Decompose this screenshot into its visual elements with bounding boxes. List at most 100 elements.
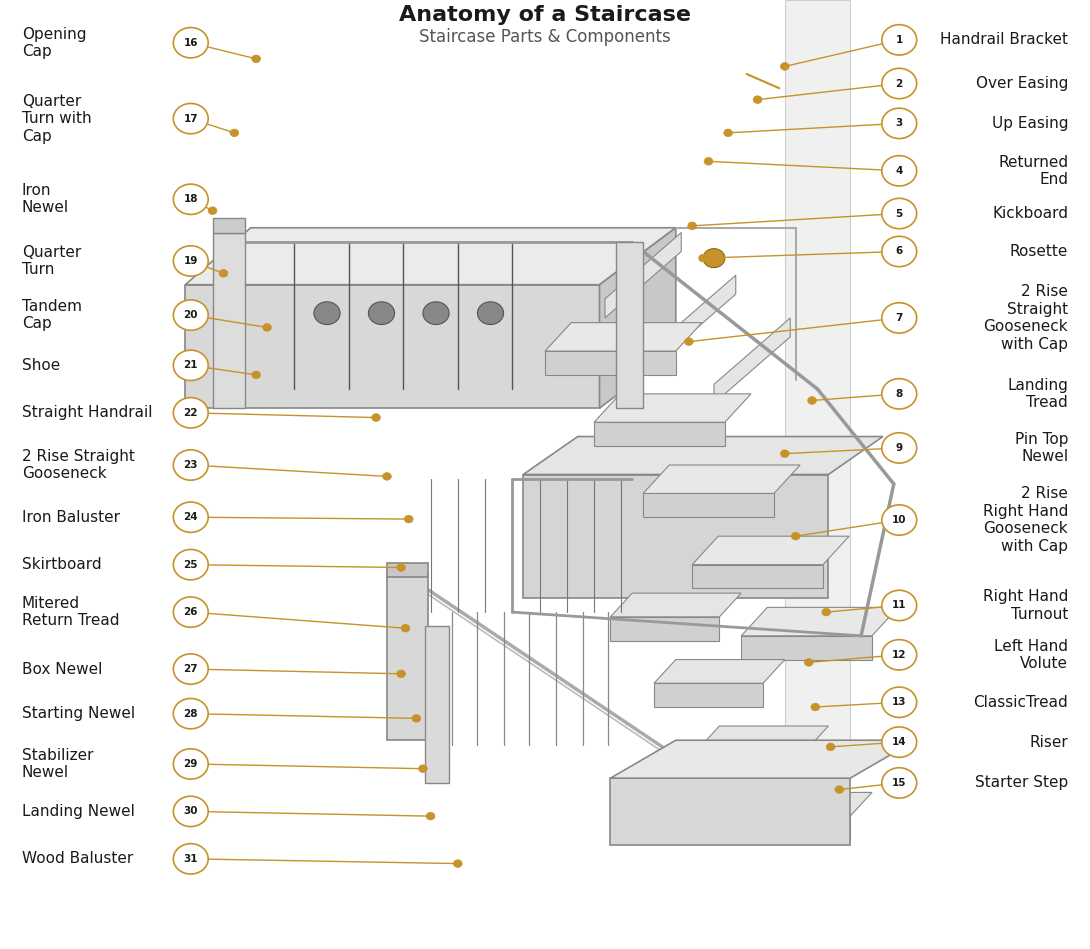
Bar bbox=[741, 816, 850, 840]
Text: Left Hand
Volute: Left Hand Volute bbox=[994, 639, 1068, 671]
Circle shape bbox=[252, 55, 261, 63]
Circle shape bbox=[685, 338, 693, 345]
Text: Over Easing: Over Easing bbox=[976, 76, 1068, 91]
Text: Skirtboard: Skirtboard bbox=[22, 557, 101, 572]
Circle shape bbox=[368, 302, 395, 325]
Text: Up Easing: Up Easing bbox=[992, 116, 1068, 131]
Text: 29: 29 bbox=[183, 759, 198, 769]
Text: 2: 2 bbox=[896, 79, 903, 88]
Bar bbox=[545, 351, 676, 375]
Polygon shape bbox=[692, 536, 849, 565]
Text: 14: 14 bbox=[892, 737, 907, 747]
Circle shape bbox=[173, 502, 208, 532]
Text: Quarter
Turn: Quarter Turn bbox=[22, 245, 81, 277]
Circle shape bbox=[419, 765, 427, 772]
Circle shape bbox=[173, 398, 208, 428]
Circle shape bbox=[882, 303, 917, 333]
Circle shape bbox=[173, 246, 208, 276]
Circle shape bbox=[724, 129, 732, 137]
Circle shape bbox=[173, 184, 208, 214]
Polygon shape bbox=[654, 660, 785, 683]
Text: 19: 19 bbox=[183, 256, 198, 266]
Circle shape bbox=[219, 270, 228, 277]
Circle shape bbox=[704, 158, 713, 165]
Text: 22: 22 bbox=[183, 408, 198, 418]
Text: 3: 3 bbox=[896, 119, 903, 128]
Bar bbox=[616, 242, 643, 408]
Circle shape bbox=[882, 505, 917, 535]
Polygon shape bbox=[610, 740, 916, 778]
Circle shape bbox=[397, 670, 405, 678]
Polygon shape bbox=[610, 778, 850, 845]
Text: 31: 31 bbox=[183, 854, 198, 864]
Circle shape bbox=[811, 703, 820, 711]
Polygon shape bbox=[185, 285, 600, 408]
Text: ClassicTread: ClassicTread bbox=[973, 695, 1068, 710]
Polygon shape bbox=[545, 323, 702, 351]
Bar bbox=[213, 218, 245, 233]
Text: Staircase Parts & Components: Staircase Parts & Components bbox=[420, 28, 670, 47]
Text: 18: 18 bbox=[183, 195, 198, 204]
Text: Straight Handrail: Straight Handrail bbox=[22, 405, 153, 420]
Circle shape bbox=[882, 433, 917, 463]
Circle shape bbox=[753, 96, 762, 103]
Circle shape bbox=[173, 597, 208, 627]
Text: 12: 12 bbox=[892, 650, 907, 660]
Text: Starter Step: Starter Step bbox=[974, 775, 1068, 791]
Circle shape bbox=[173, 844, 208, 874]
Circle shape bbox=[882, 640, 917, 670]
Polygon shape bbox=[605, 233, 681, 318]
Text: 25: 25 bbox=[183, 560, 198, 569]
Circle shape bbox=[173, 103, 208, 134]
Circle shape bbox=[882, 727, 917, 757]
Bar bbox=[610, 617, 719, 641]
Text: Quarter
Turn with
Cap: Quarter Turn with Cap bbox=[22, 94, 92, 143]
Text: 16: 16 bbox=[183, 38, 198, 47]
Polygon shape bbox=[643, 465, 800, 493]
Text: 26: 26 bbox=[183, 607, 198, 617]
Text: 21: 21 bbox=[183, 361, 198, 370]
Text: 4: 4 bbox=[896, 166, 903, 176]
Polygon shape bbox=[594, 394, 751, 422]
Bar bbox=[387, 563, 428, 577]
Text: Iron Baluster: Iron Baluster bbox=[22, 510, 120, 525]
Text: Rosette: Rosette bbox=[1009, 244, 1068, 259]
Text: Returned
End: Returned End bbox=[998, 155, 1068, 187]
Polygon shape bbox=[714, 318, 790, 403]
Circle shape bbox=[397, 564, 405, 571]
Circle shape bbox=[173, 549, 208, 580]
Circle shape bbox=[173, 796, 208, 827]
Circle shape bbox=[230, 129, 239, 137]
Text: 1: 1 bbox=[896, 35, 903, 45]
Circle shape bbox=[882, 25, 917, 55]
Circle shape bbox=[208, 207, 217, 214]
Circle shape bbox=[314, 302, 340, 325]
Text: Handrail Bracket: Handrail Bracket bbox=[941, 32, 1068, 47]
Polygon shape bbox=[600, 228, 676, 408]
Circle shape bbox=[808, 397, 816, 404]
Text: Landing Newel: Landing Newel bbox=[22, 804, 135, 819]
Text: Right Hand
Turnout: Right Hand Turnout bbox=[983, 589, 1068, 622]
Text: 27: 27 bbox=[183, 664, 198, 674]
Text: 24: 24 bbox=[183, 512, 198, 522]
Text: Pin Top
Newel: Pin Top Newel bbox=[1015, 432, 1068, 464]
Circle shape bbox=[263, 324, 271, 331]
Circle shape bbox=[404, 515, 413, 523]
Circle shape bbox=[173, 350, 208, 381]
Text: 15: 15 bbox=[892, 778, 907, 788]
Bar bbox=[692, 565, 823, 588]
Circle shape bbox=[699, 254, 707, 262]
Circle shape bbox=[882, 768, 917, 798]
Circle shape bbox=[882, 108, 917, 139]
Circle shape bbox=[791, 532, 800, 540]
Polygon shape bbox=[523, 474, 828, 598]
Text: Tandem
Cap: Tandem Cap bbox=[22, 299, 82, 331]
Circle shape bbox=[882, 198, 917, 229]
Text: 9: 9 bbox=[896, 443, 903, 453]
Text: 13: 13 bbox=[892, 698, 907, 707]
Text: 5: 5 bbox=[896, 209, 903, 218]
Polygon shape bbox=[610, 593, 741, 617]
Text: Wood Baluster: Wood Baluster bbox=[22, 851, 133, 866]
Polygon shape bbox=[698, 726, 828, 750]
Text: Landing
Tread: Landing Tread bbox=[1007, 378, 1068, 410]
